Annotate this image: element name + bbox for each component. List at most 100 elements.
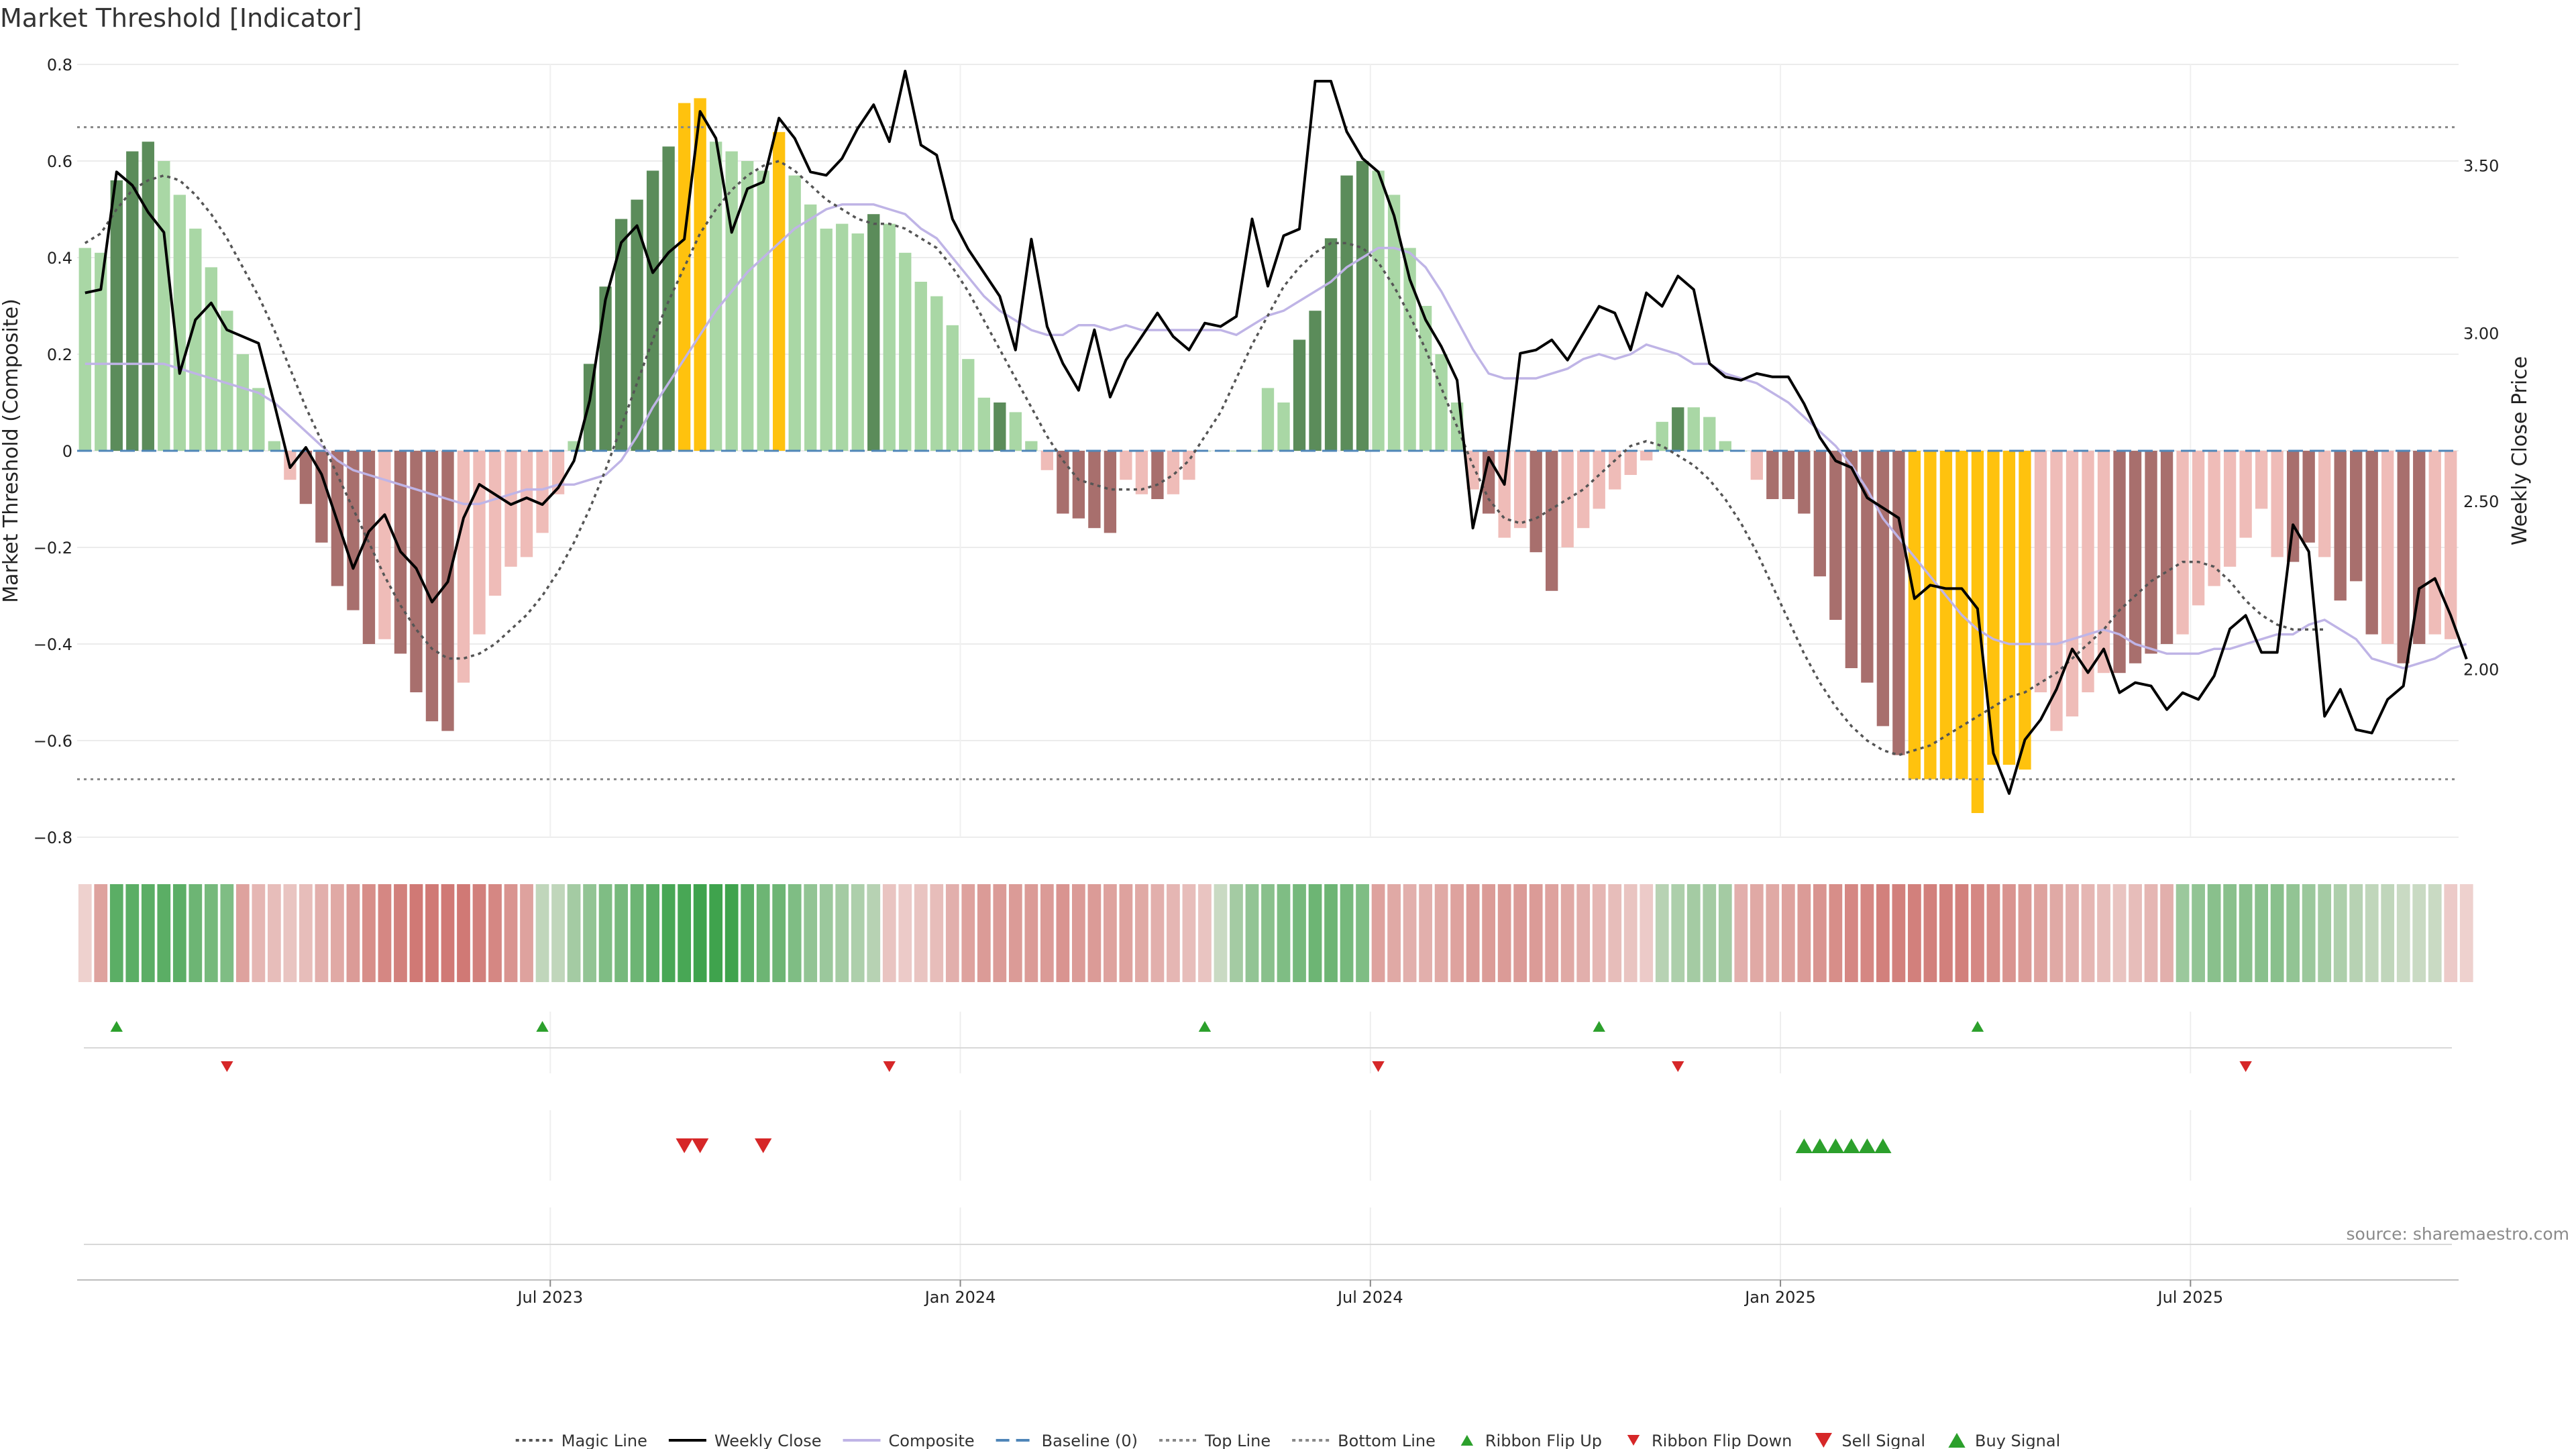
composite-bar (78, 248, 91, 451)
ribbon-cell (1955, 884, 1969, 982)
x-tick-label: Jan 2024 (924, 1288, 996, 1307)
ribbon-cell (1545, 884, 1559, 982)
ribbon-cell (1198, 884, 1212, 982)
ribbon-cell (961, 884, 975, 982)
composite-bar (268, 441, 281, 451)
composite-bar (457, 451, 470, 683)
composite-bar (1372, 170, 1385, 451)
ribbon-cell (2286, 884, 2300, 982)
composite-bar (946, 325, 959, 451)
composite-bar (2365, 451, 2378, 635)
composite-bar (1798, 451, 1811, 514)
buy-signal-marker (1843, 1138, 1860, 1153)
composite-bar (1829, 451, 1842, 620)
composite-bar (1293, 339, 1306, 451)
ribbon-cell (1119, 884, 1133, 982)
x-tick-label: Jul 2024 (1336, 1288, 1403, 1307)
composite-bar (1387, 195, 1401, 451)
composite-bar (2428, 451, 2441, 635)
ribbon-flip-down-marker (1672, 1061, 1684, 1072)
series-lines (84, 70, 2468, 795)
composite-bar (221, 311, 233, 451)
composite-bar (725, 151, 738, 451)
composite-bar (299, 451, 313, 504)
ribbon-cell (1750, 884, 1764, 982)
composite-bar (1498, 451, 1511, 538)
ribbon-cell (78, 884, 92, 982)
legend: Magic Line Weekly Close Composite Baseline … (515, 1432, 2060, 1449)
composite-bar (1908, 451, 1921, 780)
ribbon-cell (1640, 884, 1654, 982)
composite-bar (1104, 451, 1117, 533)
legend-label: Sell Signal (1841, 1432, 1925, 1449)
composite-bar (757, 170, 769, 451)
ribbon-cell (346, 884, 360, 982)
composite-bar (883, 223, 896, 451)
ribbon-cell (1135, 884, 1148, 982)
ribbon-cell (488, 884, 502, 982)
composite-bar (646, 170, 659, 451)
ribbon-cell (2318, 884, 2332, 982)
magic-line (84, 160, 2325, 757)
ribbon-cell (772, 884, 786, 982)
composite-bar (1845, 451, 1858, 668)
ribbon-cell (788, 884, 802, 982)
ribbon-cell (1623, 884, 1638, 982)
ribbon-cell (2349, 884, 2363, 982)
ribbon-cell (2255, 884, 2268, 982)
ribbon-cell (2459, 884, 2473, 982)
ribbon-flip-down-marker (221, 1061, 233, 1072)
sell-signal-marker (755, 1138, 772, 1153)
composite-bar (2160, 451, 2174, 644)
ribbon-cell (1797, 884, 1811, 982)
ribbon-cell (1529, 884, 1543, 982)
y-tick-label: 0.6 (47, 152, 72, 171)
ribbon-cell (598, 884, 612, 982)
y-axis-label: Market Threshold (Composite) (0, 299, 23, 603)
ribbon-cell (141, 884, 155, 982)
ribbon-cell (441, 884, 455, 982)
ribbon-cell (283, 884, 297, 982)
ribbon-cell (125, 884, 140, 982)
legend-item: Composite (843, 1432, 975, 1449)
ribbon-cell (409, 884, 423, 982)
composite-bar (2318, 451, 2331, 557)
legend-item: Top Line (1159, 1432, 1271, 1449)
composite-bar (95, 252, 107, 451)
composite-bar (1309, 311, 1322, 451)
ribbon-cell (1986, 884, 2000, 982)
composite-bar (252, 388, 265, 451)
legend-item: Magic Line (515, 1432, 647, 1449)
threshold-lines (77, 126, 2459, 781)
composite-bar (962, 359, 975, 451)
composite-bar (2239, 451, 2252, 538)
legend-label: Baseline (0) (1042, 1432, 1138, 1449)
legend-item: Bottom Line (1292, 1432, 1436, 1449)
composite-bar (1782, 451, 1794, 499)
composite-bar (2192, 451, 2205, 606)
composite-bar (2129, 451, 2142, 663)
composite-bar (2050, 451, 2063, 731)
ribbon-cell (425, 884, 439, 982)
ribbon-cell (1671, 884, 1685, 982)
ribbon-cell (1513, 884, 1527, 982)
x-axis-ticks: Jul 2023 Jan 2024 Jul 2024 Jan 2025 Jul 2025 (77, 1279, 2459, 1307)
ribbon-cell (867, 884, 881, 982)
legend-item: Weekly Close (668, 1432, 822, 1449)
ribbon-flip-up-marker (1198, 1021, 1212, 1032)
x-tick-label: Jan 2025 (1743, 1288, 1816, 1307)
composite-bar (2350, 451, 2363, 582)
y-tick-label: 0.2 (47, 345, 72, 364)
composite-bar (788, 175, 801, 451)
composite-bar (1183, 451, 1195, 480)
composite-bar (1672, 407, 1684, 451)
composite-bar (2113, 451, 2126, 674)
composite-bar (977, 397, 990, 451)
ribbon-cell (1293, 884, 1306, 982)
source-attribution: source: sharemaestro.com (2347, 1224, 2570, 1244)
ribbon-cell (2302, 884, 2316, 982)
legend-swatch (1948, 1433, 1966, 1448)
y2-tick-label: 3.00 (2463, 325, 2499, 343)
composite-bar (1546, 451, 1558, 591)
